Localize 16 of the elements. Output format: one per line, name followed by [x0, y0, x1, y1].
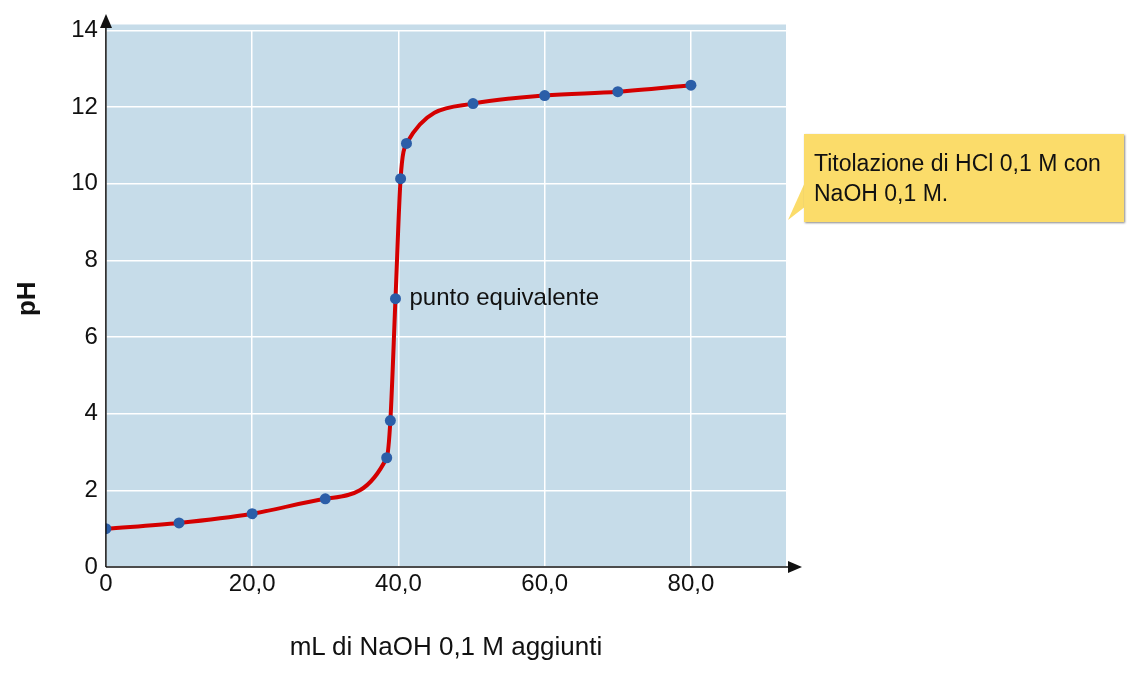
y-tick-label: 10	[71, 168, 98, 196]
x-tick-label: 60,0	[521, 569, 569, 597]
y-tick-label: 0	[84, 551, 98, 579]
y-tick-label: 14	[71, 15, 98, 43]
annotation: punto equivalente	[409, 283, 599, 311]
x-tick-label: 40,0	[375, 569, 422, 597]
x-tick-label: 20,0	[228, 569, 276, 597]
y-tick-label: 6	[84, 321, 98, 349]
y-tick-label: 12	[71, 91, 98, 119]
y-axis-title: pH	[10, 281, 41, 317]
y-tick-label: 4	[84, 398, 98, 426]
x-axis-title: mL di NaOH 0,1 M aggiunti	[289, 630, 603, 661]
y-tick-label: 2	[84, 474, 98, 502]
x-tick-label: 80,0	[667, 569, 715, 597]
y-tick-label: 8	[84, 245, 98, 272]
text: Titolazione di HCl 0,1 M con NaOH 0,1 M.	[814, 149, 1102, 208]
